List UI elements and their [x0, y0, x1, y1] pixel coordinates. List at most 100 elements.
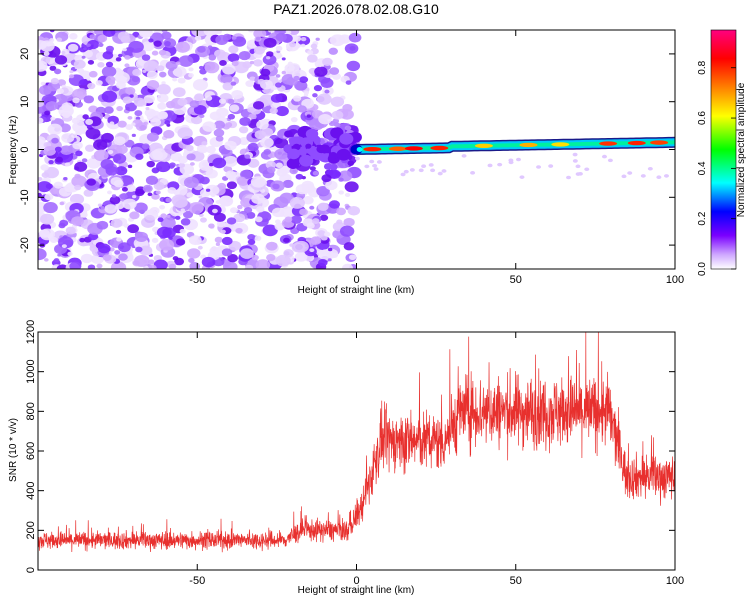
spectrogram-cell	[275, 32, 287, 42]
spectrogram-cell	[87, 59, 95, 65]
snr-panel: -50 0 50 100 0 200 400 600 800 1000 1200 Height o…	[8, 320, 684, 596]
x-tick-label: 50	[510, 575, 522, 587]
spectrogram-cell	[196, 144, 208, 153]
spectrogram-cell	[197, 245, 203, 250]
spectrogram-cell	[120, 35, 131, 44]
spectrogram-cell	[86, 77, 91, 81]
spectrogram-cell	[178, 55, 194, 67]
spectrogram-cell	[125, 124, 134, 130]
spectrogram-cell	[255, 216, 263, 223]
spectrogram-cell	[266, 253, 276, 262]
spectrogram-cell	[314, 66, 328, 77]
spectrogram-cell	[146, 70, 158, 80]
spectrogram-cell	[216, 107, 229, 118]
colorbar	[711, 30, 736, 269]
spectrogram-cell	[153, 259, 168, 269]
spectrogram-peak	[430, 145, 449, 151]
spectrogram-cell	[96, 263, 103, 269]
spectrogram-cell	[151, 237, 159, 243]
spectrogram-cell	[497, 162, 503, 167]
spectrogram-cell	[71, 175, 87, 188]
spectrogram-cell	[287, 148, 301, 160]
spectrogram-cell	[290, 117, 298, 123]
spectrogram-cell	[85, 118, 94, 125]
spectrogram-peak	[388, 146, 407, 151]
spectrogram-cell	[172, 196, 188, 208]
spectrogram-cell	[572, 152, 578, 157]
spectrogram-cell	[575, 164, 581, 169]
spectrogram-cell	[409, 168, 415, 172]
spectrogram-cell	[179, 44, 184, 49]
spectrogram-cell	[584, 167, 590, 172]
spectrogram-cell	[166, 214, 171, 218]
y-tick-label: -20	[19, 237, 31, 253]
spectrogram-cell	[115, 57, 122, 62]
spectrogram-cell	[345, 80, 352, 85]
spectrogram-cell	[195, 210, 201, 215]
spectrogram-cell	[142, 143, 150, 150]
spectrogram-cell	[38, 60, 48, 72]
spectrogram-cell	[311, 218, 320, 225]
spectrogram-cell	[172, 66, 187, 78]
spectrogram-cell	[263, 149, 272, 155]
spectrogram-cell	[105, 75, 116, 84]
spectrogram-cell	[129, 211, 140, 220]
spectrogram-cell	[168, 263, 177, 269]
y-tick-label: 800	[25, 402, 37, 420]
spectrogram-cell	[179, 228, 186, 234]
spectrogram-cell	[202, 121, 216, 132]
spectrogram-field	[38, 30, 675, 269]
spectrogram-cell	[294, 252, 308, 262]
spectrogram-cell	[244, 154, 251, 159]
spectrogram-cell	[344, 125, 352, 131]
spectrogram-cell	[81, 55, 86, 59]
spectrogram-cell	[105, 166, 118, 176]
spectrogram-cell	[244, 206, 253, 214]
spectrogram-cell	[321, 174, 332, 183]
spectrogram-cell	[116, 237, 122, 242]
spectrogram-cell	[247, 239, 256, 245]
spectrogram-cell	[330, 127, 344, 139]
spectrogram-cell	[118, 253, 128, 261]
spectrogram-cell	[74, 173, 81, 179]
spectrogram-cell	[101, 90, 118, 103]
spectrogram-cell	[127, 164, 133, 169]
spectrogram-cell	[138, 30, 153, 38]
spectrogram-cell	[267, 30, 275, 33]
spectrogram-cell	[316, 93, 332, 105]
spectrogram-cell	[281, 57, 286, 61]
spectrogram-cell	[487, 163, 493, 168]
spectrogram-cell	[275, 105, 289, 117]
spectrogram-cell	[38, 192, 42, 198]
spectrogram-cell	[215, 242, 221, 246]
spectrogram-cell	[40, 213, 55, 225]
spectrogram-cell	[266, 166, 276, 174]
spectrogram-cell	[151, 193, 160, 200]
spectrogram-cell	[40, 81, 46, 86]
spectrogram-cell	[461, 154, 467, 158]
spectrogram-cell	[338, 190, 344, 195]
spectrogram-cell	[262, 224, 278, 237]
spectrogram-cell	[216, 220, 226, 228]
spectrogram-cell	[299, 76, 309, 84]
spectrogram-cell	[189, 162, 195, 166]
spectrogram-cell	[80, 253, 94, 264]
x-tick-label: 50	[510, 274, 522, 286]
spectrogram-cell	[330, 163, 338, 171]
spectrogram-cell	[131, 133, 136, 138]
spectrogram-cell	[82, 114, 89, 120]
spectrogram-cell	[172, 77, 178, 82]
colorbar-frame	[710, 29, 737, 270]
spectrogram-cell	[134, 110, 143, 117]
spectrogram-cell	[214, 236, 223, 243]
spectrogram-cell	[185, 144, 194, 152]
spectrogram-cell	[212, 157, 227, 169]
spectrogram-cell	[663, 174, 669, 178]
spectrogram-cell	[227, 254, 239, 263]
spectrogram-cell	[156, 161, 171, 173]
spectrogram-cell	[134, 188, 145, 197]
spectrogram-cell	[115, 69, 125, 76]
spectrogram-cell	[348, 254, 357, 261]
x-tick-label: -50	[189, 274, 205, 286]
snr-y-ticks: 0 200 400 600 800 1000 1200	[25, 320, 675, 573]
